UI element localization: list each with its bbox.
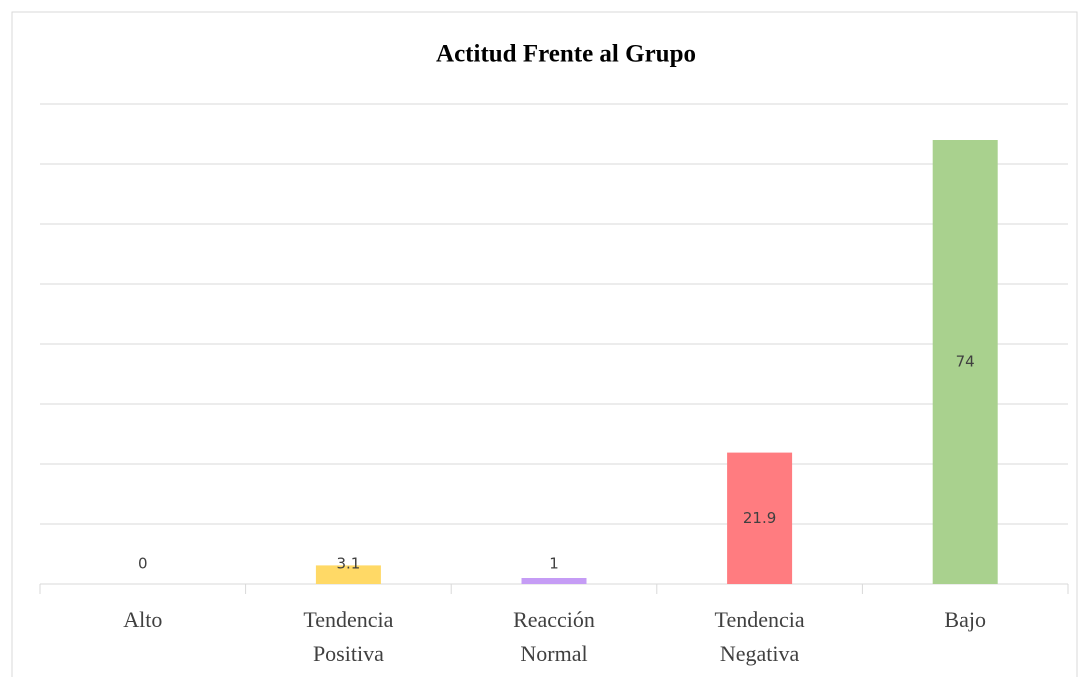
bar [521,578,587,584]
x-tick-label: Tendencia Negativa [715,607,805,666]
x-tick-label: Bajo [944,607,986,632]
x-tick-label-line: Negativa [720,641,800,666]
bar [727,452,793,584]
bar [932,140,998,584]
data-label: 74 [956,353,975,371]
x-tick-label-line: Reacción [513,607,595,632]
x-tick-label-line: Tendencia [303,607,393,632]
data-label: 0 [138,555,148,573]
data-label: 1 [549,555,559,573]
x-tick-label-line: Positiva [313,641,384,666]
x-tick-label-line: Normal [520,641,587,666]
data-label: 21.9 [743,509,776,527]
chart-title: Actitud Frente al Grupo [436,41,696,68]
data-label: 3.1 [336,555,360,573]
x-tick-label-line: Tendencia [715,607,805,632]
x-tick-label: Tendencia Positiva [303,607,393,666]
bar [315,565,381,584]
x-tick-label: Reacción Normal [513,607,595,666]
x-tick-label: Alto [123,607,162,632]
